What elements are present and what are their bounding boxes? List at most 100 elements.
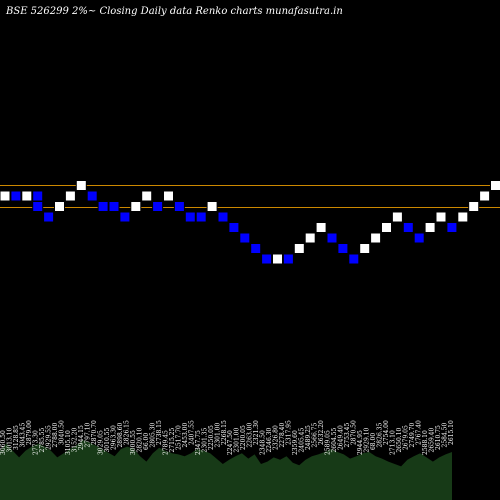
price-label: 2963.30 — [110, 425, 117, 450]
renko-brick-down — [402, 222, 414, 233]
renko-brick-up — [54, 201, 65, 212]
renko-brick-up — [293, 243, 305, 254]
price-label: 2326.80 — [273, 425, 280, 450]
price-label: 2200.05 — [240, 425, 247, 450]
price-label: 2588.10 — [422, 430, 429, 455]
price-label: 2584.50 — [442, 423, 449, 448]
price-label: 2407.55 — [188, 420, 195, 445]
price-label: 2929.10 — [364, 428, 371, 453]
volume-area — [0, 440, 452, 500]
renko-brick-down — [250, 243, 262, 254]
renko-brick-up — [457, 211, 469, 223]
renko-brick-down — [228, 222, 240, 233]
price-label: 2785.55 — [39, 428, 46, 453]
renko-brick-up — [391, 211, 403, 223]
price-label: 2826.15 — [123, 420, 130, 445]
renko-brick-down — [326, 232, 338, 244]
renko-brick-down — [282, 253, 294, 265]
price-label: 2797.10 — [84, 423, 91, 448]
renko-brick-up — [130, 201, 142, 212]
price-label: 2820.10 — [136, 428, 143, 453]
price-label: 2870.70 — [91, 420, 98, 445]
chart-title: BSE 526299 2%~ Closing Daily data Renko … — [5, 6, 343, 17]
price-label: 2929.55 — [45, 425, 52, 450]
renko-brick-up — [21, 190, 33, 202]
renko-brick-up — [315, 222, 327, 233]
price-label: 2754.00 — [383, 420, 390, 445]
renko-brick-up — [163, 190, 174, 202]
price-label: 3152.20 — [71, 428, 78, 453]
price-label: 2738.15 — [156, 420, 163, 445]
renko-brick-up — [272, 253, 283, 265]
renko-brick-up — [359, 243, 371, 254]
price-label: 2615.10 — [448, 420, 455, 445]
renko-brick-down — [413, 232, 425, 244]
renko-brick-up — [0, 190, 11, 202]
price-label: 2870.50 — [351, 420, 358, 445]
volume-area-group — [0, 440, 452, 500]
price-label: 66.00 — [143, 433, 150, 450]
price-label: 2301.00 — [234, 428, 241, 453]
price-label: 3029.05 — [97, 430, 104, 455]
renko-brick-down — [43, 211, 55, 223]
renko-brick-up — [141, 190, 153, 202]
renko-brick-up — [75, 180, 87, 191]
price-label: 2944.15 — [78, 425, 85, 450]
price-label: 2879.00 — [26, 420, 33, 445]
price-label: 2749.70 — [409, 423, 416, 448]
renko-brick-down — [173, 201, 185, 212]
price-label: 3105.10 — [65, 430, 72, 455]
price-label: 2610.75 — [435, 425, 442, 450]
price-label: 3043.45 — [20, 423, 27, 448]
price-label: 2247.50 — [227, 430, 234, 455]
renko-brick-down — [337, 243, 349, 254]
price-label: 2348.50 — [260, 430, 267, 455]
renko-brick-down — [261, 253, 273, 265]
price-label: 2649.40 — [338, 425, 345, 450]
price-labels-group: 3060.50 3013.10 3128.85 3043.45 2879.00 2773.… — [0, 420, 455, 455]
renko-brick-up — [490, 180, 500, 191]
price-label: 2278.40 — [279, 423, 286, 448]
renko-brick-down — [86, 190, 98, 202]
renko-brick-down — [32, 201, 44, 212]
price-label: 2301.00 — [214, 423, 221, 448]
renko-brick-down — [97, 201, 109, 212]
price-label: 2604.55 — [331, 428, 338, 453]
price-label: 2944.95 — [357, 430, 364, 455]
price-label: 2715.25 — [169, 428, 176, 453]
renko-brick-down — [32, 190, 44, 202]
price-label: 2773.30 — [33, 430, 40, 455]
price-label: 2679.05 — [403, 425, 410, 450]
price-label: 2898.60 — [117, 423, 124, 448]
price-label: 2263.00 — [247, 423, 254, 448]
price-label: 2788.00 — [52, 423, 59, 448]
price-label: 2301.35 — [201, 428, 208, 453]
price-label: 2753.45 — [344, 423, 351, 448]
price-label: 2268.15 — [221, 420, 228, 445]
price-label: 3060.50 — [0, 430, 7, 455]
renko-brick-down — [239, 232, 251, 244]
price-label: 2659.40 — [429, 428, 436, 453]
price-label: 2650.10 — [396, 428, 403, 453]
price-label: 2489.25 — [305, 425, 312, 450]
renko-brick-up — [468, 201, 480, 212]
price-label: 68.00 — [370, 433, 377, 450]
renko-brick-down — [217, 211, 229, 223]
renko-brick-down — [152, 201, 164, 212]
renko-brick-down — [108, 201, 120, 212]
renko-brick-up — [479, 190, 491, 202]
renko-brick-down — [446, 222, 458, 233]
price-label: 2347.75 — [195, 430, 202, 455]
renko-brick-up — [381, 222, 392, 233]
renko-brick-up — [370, 232, 382, 244]
price-label: 2517.70 — [175, 425, 182, 450]
renko-brick-up — [304, 232, 316, 244]
price-label: 2826.35 — [377, 423, 384, 448]
renko-brick-down — [348, 253, 360, 265]
price-label: 2359.60 — [292, 430, 299, 455]
renko-bricks-group — [0, 180, 500, 265]
renko-brick-up — [424, 222, 436, 233]
